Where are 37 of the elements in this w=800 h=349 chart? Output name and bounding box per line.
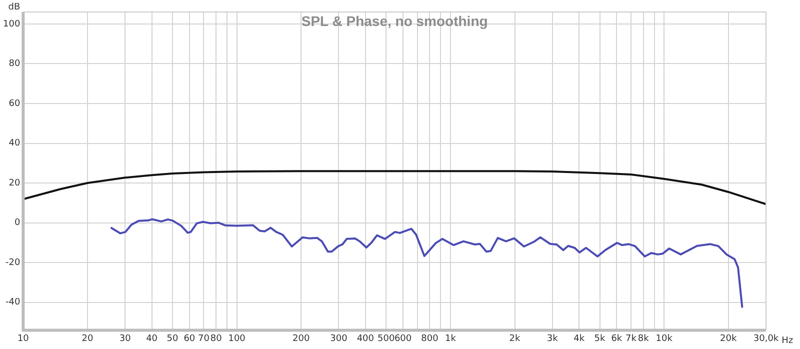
x-tick-label: 7k xyxy=(626,334,638,344)
chart-title: SPL & Phase, no smoothing xyxy=(301,12,488,29)
x-tick-label: 300 xyxy=(330,334,348,344)
y-axis-title: dB xyxy=(8,2,20,12)
x-tick-label: 40 xyxy=(146,334,158,344)
x-tick-label: 600 xyxy=(394,334,412,344)
x-tick-label: 20k xyxy=(720,334,738,344)
y-tick-label: 100 xyxy=(2,19,20,30)
x-tick-label: 200 xyxy=(292,334,310,344)
x-tick-label: 400 xyxy=(356,334,374,344)
x-tick-label: 80 xyxy=(210,334,222,344)
x-tick-label: 10 xyxy=(17,334,30,344)
x-tick-label: 500 xyxy=(378,334,395,344)
x-tick-label: 30 xyxy=(119,334,132,344)
x-tick-label: 50 xyxy=(166,334,178,344)
x-tick-label: 4k xyxy=(574,334,586,344)
x-tick-label: 30,0k xyxy=(753,334,780,344)
x-tick-label: 800 xyxy=(421,334,439,344)
y-tick-label: 20 xyxy=(8,178,20,188)
x-tick-label: 20 xyxy=(82,334,94,344)
y-tick-label: 60 xyxy=(8,98,20,109)
y-tick-label: 80 xyxy=(8,59,20,70)
x-axis-title: Hz xyxy=(782,336,794,346)
x-tick-label: 2k xyxy=(509,334,521,344)
x-tick-label: 10k xyxy=(656,334,674,344)
x-tick-label: 6k xyxy=(611,334,623,344)
x-tick-label: 100 xyxy=(228,334,246,344)
y-tick-label: -20 xyxy=(5,258,20,268)
x-tick-label: 60 xyxy=(184,334,196,344)
x-tick-label: 70 xyxy=(198,334,210,344)
x-tick-label: 5k xyxy=(594,334,606,344)
y-tick-label: -40 xyxy=(5,298,20,308)
y-tick-label: 40 xyxy=(8,138,20,149)
x-tick-label: 1k xyxy=(444,334,457,344)
x-tick-label: 3k xyxy=(546,334,559,344)
x-tick-label: 8k xyxy=(638,334,650,344)
y-tick-label: 0 xyxy=(14,218,20,228)
